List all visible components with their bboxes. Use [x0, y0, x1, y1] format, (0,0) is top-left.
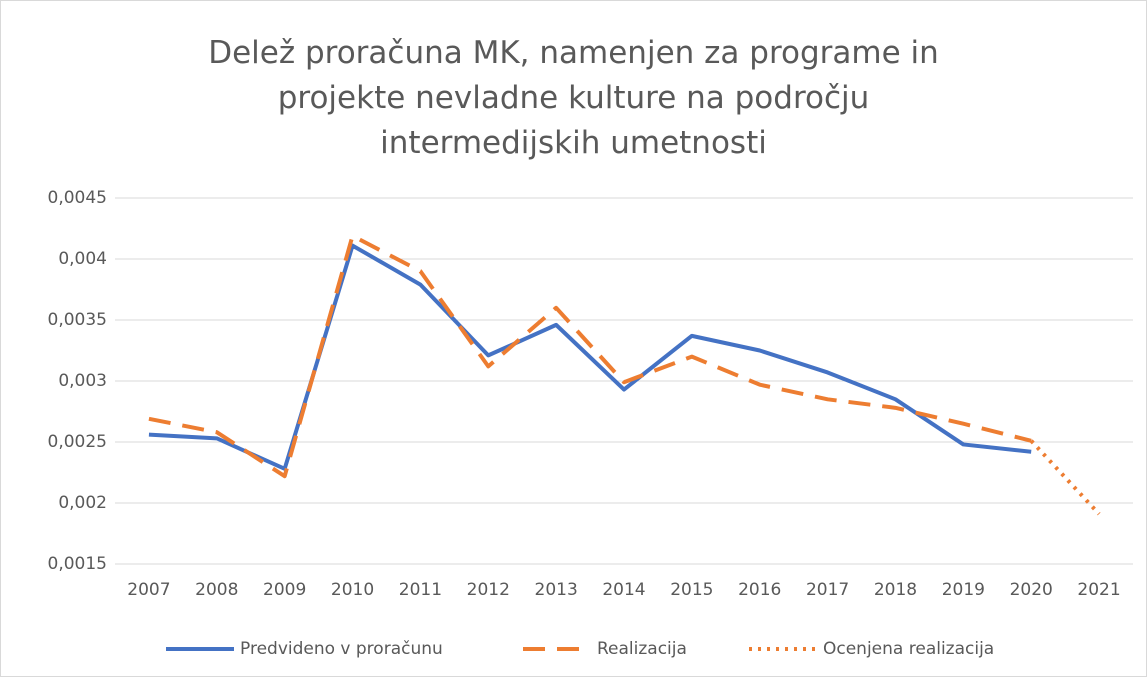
x-tick-label: 2013 — [535, 580, 578, 600]
y-tick-label: 0,0045 — [48, 188, 107, 208]
series-line — [1029, 439, 1101, 516]
x-tick-label: 2009 — [263, 580, 306, 600]
x-tick-label: 2019 — [942, 580, 985, 600]
series-line — [148, 233, 1032, 479]
x-tick-label: 2010 — [331, 580, 374, 600]
x-tick-label: 2007 — [127, 580, 170, 600]
y-tick-label: 0,003 — [58, 371, 107, 391]
y-tick-label: 0,0015 — [48, 554, 107, 574]
series-line — [148, 243, 1032, 471]
legend-label: Ocenjena realizacija — [823, 639, 994, 659]
x-tick-label: 2016 — [738, 580, 781, 600]
y-tick-label: 0,002 — [58, 493, 107, 513]
legend-label: Predvideno v proračunu — [240, 639, 443, 659]
y-tick-label: 0,0025 — [48, 432, 107, 452]
x-tick-label: 2018 — [874, 580, 917, 600]
x-tick-label: 2020 — [1010, 580, 1053, 600]
x-tick-label: 2015 — [670, 580, 713, 600]
chart-title: Delež proračuna MK, namenjen za programe… — [208, 35, 939, 161]
x-tick-label: 2012 — [467, 580, 510, 600]
y-tick-label: 0,004 — [58, 249, 107, 269]
x-tick-label: 2021 — [1077, 580, 1120, 600]
x-tick-label: 2011 — [399, 580, 442, 600]
x-tick-label: 2014 — [602, 580, 645, 600]
x-tick-label: 2017 — [806, 580, 849, 600]
y-tick-label: 0,0035 — [48, 310, 107, 330]
legend-label: Realizacija — [597, 639, 687, 659]
x-tick-label: 2008 — [195, 580, 238, 600]
